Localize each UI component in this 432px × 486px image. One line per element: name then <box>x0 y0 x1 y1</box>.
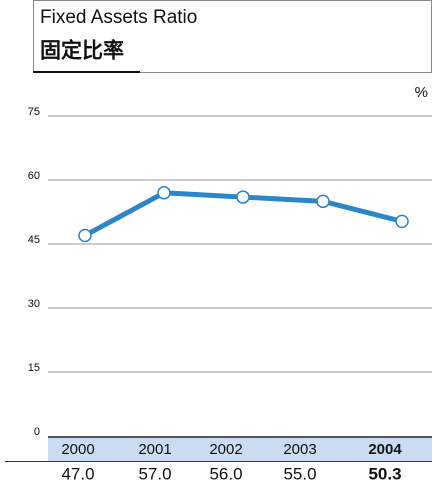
y-tick-label: 45 <box>28 234 40 246</box>
value-label: 47.0 <box>61 464 94 483</box>
x-tick-label: 2004 <box>368 441 402 458</box>
x-tick-label: 2003 <box>283 441 316 458</box>
point <box>157 186 171 200</box>
value-label: 50.3 <box>368 464 401 483</box>
y-tick-label: 75 <box>28 106 40 118</box>
value-label: 55.0 <box>283 464 316 483</box>
y-tick-label: 0 <box>34 426 40 438</box>
chart-title: Fixed Assets Ratio <box>40 7 197 28</box>
x-tick-label: 2001 <box>138 441 171 458</box>
category-band <box>48 437 432 461</box>
point <box>316 194 330 209</box>
point <box>78 228 92 243</box>
point <box>395 214 409 229</box>
value-label: 57.0 <box>138 464 171 483</box>
chart-subtitle: 固定比率 <box>40 39 124 63</box>
y-tick-label: 15 <box>28 362 40 374</box>
y-tick-label: 60 <box>28 170 40 182</box>
x-tick-label: 2002 <box>209 441 242 458</box>
y-tick-label: 30 <box>28 298 40 310</box>
point <box>236 190 250 204</box>
unit-label: % <box>415 84 428 101</box>
value-label: 56.0 <box>209 464 242 483</box>
x-tick-label: 2000 <box>61 441 94 458</box>
